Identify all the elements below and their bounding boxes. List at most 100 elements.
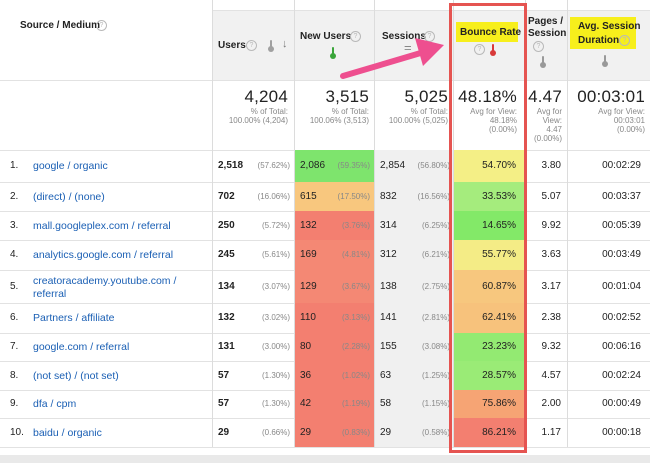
pages-session-value: 2.00 [541,398,561,409]
table-row[interactable]: 6. Partners / affiliate 132 (3.02%) 110 (3.13… [0,303,650,333]
users-total: 4,204% of Total: 100.00% (4,204) [229,87,288,125]
new-users-heat-cell [294,182,374,211]
table-row[interactable]: 1. google / organic 2,518 (57.62%) 2,086 (59.… [0,150,650,182]
avg-duration-value: 00:01:04 [602,281,641,292]
table-row[interactable]: 5. creatoracademy.youtube.com / referral 13… [0,270,650,303]
source-medium-link[interactable]: (not set) / (not set) [33,370,119,382]
horizontal-scrollbar[interactable] [0,455,650,463]
row-index: 2. [10,191,19,202]
thermometer-bulb [540,62,546,68]
bounce-rate-value: 54.70% [482,160,516,171]
thermometer-red-icon[interactable] [490,44,496,56]
source-medium-link[interactable]: google.com / referral [33,341,130,353]
bounce-rate-header[interactable]: Bounce Rate [460,27,522,38]
bounce-rate-heat-cell [453,390,525,418]
table-row[interactable]: 2. (direct) / (none) 702 (16.06%) 615 (17.50%… [0,182,650,211]
pages-session-value: 2.38 [541,312,561,323]
sort-thermometer-icon[interactable] [268,40,274,52]
table-row[interactable]: 4. analytics.google.com / referral 245 (5.6… [0,240,650,270]
sessions-value: 138 [380,281,397,292]
thermometer-gray-icon[interactable] [602,55,608,67]
sessions-value: 2,854 [380,160,406,171]
users-value: 132 [218,312,235,323]
sessions-percent: (0.58%) [421,428,450,437]
help-icon[interactable]: ? [350,31,361,42]
new-users-percent: (3.13%) [341,313,370,322]
bounce-rate-highlight [456,22,518,42]
help-icon[interactable]: ? [246,40,257,51]
pages-session-header[interactable]: Pages / [528,16,564,27]
source-medium-link[interactable]: dfa / cpm [33,398,77,410]
bounce-rate-total-l1: Avg for View: [470,107,517,116]
help-icon[interactable]: ? [96,20,107,31]
source-medium-link[interactable]: analytics.google.com / referral [33,249,174,261]
avg-session-header[interactable]: Avg. Session [578,21,641,32]
sessions-percent: (6.21%) [421,250,450,259]
pages-session-value: 9.32 [541,341,561,352]
bounce-rate-value: 23.23% [482,341,516,352]
new-users-value: 110 [300,312,316,323]
table-row[interactable]: 3. mall.googleplex.com / referral 250 (5.72… [0,211,650,240]
sessions-header[interactable]: Sessions [382,31,426,42]
row-index: 5. [10,281,19,292]
help-icon[interactable]: ? [619,35,630,46]
avg-duration-value: 00:00:18 [602,427,641,438]
avg-duration-value: 00:06:16 [602,341,641,352]
source-medium-link[interactable]: creatoracademy.youtube.com / referral [33,275,176,301]
avg-duration-total-value: 00:03:01 [577,87,645,106]
help-icon[interactable]: ? [533,41,544,52]
source-medium-link[interactable]: mall.googleplex.com / referral [33,220,171,232]
pages-session-header-line2[interactable]: Session [528,28,567,39]
new-users-value: 36 [300,370,312,381]
new-users-percent: (2.28%) [341,342,370,351]
bounce-rate-value: 62.41% [482,312,516,323]
avg-duration-value: 00:03:49 [602,249,641,260]
new-users-value: 132 [300,220,317,231]
pages-session-value: 3.17 [541,281,561,292]
bounce-rate-value: 14.65% [482,220,516,231]
bounce-rate-heat-cell [453,361,525,390]
source-medium-link[interactable]: (direct) / (none) [33,191,105,203]
bounce-rate-total-l3: (0.00%) [488,125,517,134]
row-index: 7. [10,341,19,352]
thermometer-gray-icon[interactable] [540,56,546,68]
new-users-header[interactable]: New Users [300,31,352,42]
bounce-rate-heat-cell [453,182,525,211]
sessions-total-value: 5,025 [404,87,448,106]
row-border [0,447,650,448]
source-medium-link[interactable]: google / organic [33,160,108,172]
source-medium-link[interactable]: Partners / affiliate [33,312,115,324]
source-medium-link[interactable]: baidu / organic [33,427,102,439]
pages-session-value: 4.57 [541,370,561,381]
new-users-value: 129 [300,281,317,292]
users-header[interactable]: Users [218,40,246,51]
pages-session-value: 5.07 [541,191,561,202]
users-value: 134 [218,281,235,292]
sessions-total-l2: 100.00% (5,025) [388,116,448,125]
thermometer-bulb [602,61,608,67]
thermometer-green-icon[interactable] [330,47,336,59]
users-value: 57 [218,370,230,381]
new-users-percent: (4.81%) [341,250,370,259]
table-row[interactable]: 9. dfa / cpm 57 (1.30%) 42 (1.19%) 58 (1.15%) 75… [0,390,650,418]
sessions-percent: (56.80%) [417,161,450,170]
source-medium-header[interactable]: Source / Medium [20,20,101,31]
users-value: 702 [218,191,235,202]
users-percent: (57.62%) [257,161,290,170]
table-row[interactable]: 7. google.com / referral 131 (3.00%) 80 (2.28… [0,333,650,361]
source-medium-text-line2[interactable]: referral [33,288,67,300]
new-users-percent: (59.35%) [337,161,370,170]
help-icon[interactable]: ? [424,31,435,42]
source-medium-text[interactable]: creatoracademy.youtube.com / [33,275,177,287]
table-row[interactable]: 10. baidu / organic 29 (0.66%) 29 (0.83%) 29 (0… [0,418,650,447]
help-icon[interactable]: ? [474,44,485,55]
new-users-value: 29 [300,427,312,438]
avg-duration-value: 00:03:37 [602,191,641,202]
new-users-heat-cell [294,418,374,447]
sessions-value: 58 [380,398,392,409]
avg-session-header-line2[interactable]: Duration [578,35,620,46]
table-row[interactable]: 8. (not set) / (not set) 57 (1.30%) 36 (1.02%… [0,361,650,390]
sort-arrow-icon[interactable]: ↓ [282,38,288,50]
pages-session-value: 1.17 [541,427,561,438]
thermometer-bulb [268,46,274,52]
